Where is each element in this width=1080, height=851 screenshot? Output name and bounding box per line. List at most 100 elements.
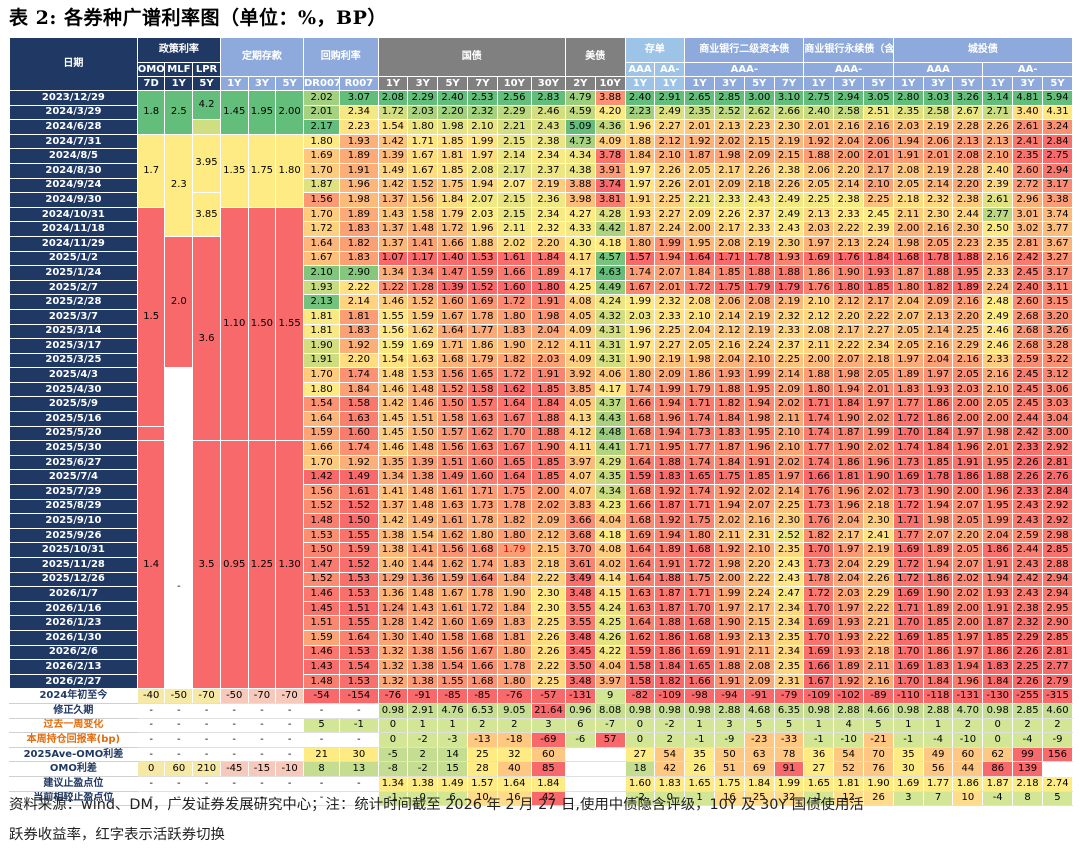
rate-value: 2.25 — [1012, 659, 1043, 675]
rate-value: 1.64 — [684, 250, 715, 267]
rate-value: 2.01 — [803, 119, 835, 135]
rate-value: 1.28 — [407, 279, 439, 296]
stat-value: 0 — [624, 732, 656, 748]
rate-value: 1.22 — [377, 279, 409, 296]
stat-value: 2 — [407, 746, 439, 763]
rate-value: 1.74 — [624, 381, 656, 398]
rate-value: 1.60 — [466, 469, 498, 486]
stat-value: 36 — [803, 746, 835, 763]
rate-value: 2.08 — [743, 659, 775, 675]
rate-value: 2.49 — [982, 308, 1014, 325]
date-cell: 2025/5/9 — [9, 396, 138, 413]
rate-value: 1.53 — [339, 586, 379, 602]
stat-value: 1.49 — [437, 775, 468, 792]
rate-value: 2.53 — [466, 90, 498, 106]
rate-value: 2.20 — [339, 352, 379, 369]
rate-value: 1.66 — [624, 396, 656, 413]
rate-value: 1.94 — [833, 381, 865, 398]
rate-value: 1.82 — [496, 513, 532, 529]
rate-value: 1.54 — [302, 396, 341, 413]
rate-value: 1.85 — [530, 381, 566, 398]
rate-value: 1.79 — [684, 381, 715, 398]
rate-value: 2.37 — [773, 338, 805, 354]
stat-value: 4.60 — [1041, 702, 1074, 719]
rate-value: 1.57 — [466, 396, 498, 413]
rate-value: 4.09 — [564, 352, 596, 369]
rate-value: 2.09 — [743, 673, 775, 690]
treasury-term-header: 1Y — [377, 76, 409, 91]
rate-value: 2.33 — [1012, 440, 1043, 456]
rate-value: 2.29 — [952, 338, 984, 354]
stat-deposit-value: - — [247, 702, 277, 719]
rate-value: 1.88 — [803, 367, 835, 383]
rate-value: 2.30 — [773, 513, 805, 529]
rate-value: 1.91 — [713, 644, 745, 661]
rate-value: 2.08 — [892, 162, 924, 179]
rate-value: 1.84 — [496, 571, 532, 588]
rate-value: 4.31 — [1041, 104, 1074, 121]
rate-value: 2.08 — [803, 323, 835, 340]
rate-value: 2.18 — [863, 352, 894, 369]
date-cell: 2024/9/30 — [9, 192, 138, 208]
deposit-value: 1.45 — [219, 90, 249, 135]
rate-value: 1.32 — [377, 659, 409, 675]
rate-value: 1.56 — [437, 644, 468, 661]
rate-value: 2.06 — [863, 133, 894, 150]
rate-value: 2.05 — [952, 542, 984, 558]
stat-value: 10 — [952, 790, 984, 807]
rate-value: 1.70 — [302, 162, 341, 179]
rate-value: 1.90 — [496, 586, 532, 602]
rate-value: 2.35 — [1012, 148, 1043, 164]
rate-value: 2.07 — [496, 177, 532, 194]
ust-term-header: 2Y — [564, 76, 596, 91]
rate-value: 2.96 — [1012, 192, 1043, 208]
stat-value: -91 — [407, 688, 439, 704]
rate-value: 1.74 — [684, 411, 715, 427]
rate-value: 3.74 — [1041, 206, 1074, 223]
rate-value: 1.56 — [302, 192, 341, 208]
rate-value: 1.48 — [407, 381, 439, 398]
stat-value: -109 — [654, 688, 686, 704]
rate-value: 4.08 — [564, 294, 596, 310]
rate-value: 2.00 — [952, 484, 984, 500]
rate-value: 2.02 — [863, 411, 894, 427]
stat-value: -131 — [952, 688, 984, 704]
rate-value: 1.70 — [496, 425, 532, 442]
rate-value: 2.85 — [713, 90, 745, 106]
stat-value: -10 — [952, 732, 984, 748]
rate-value: 3.22 — [1041, 352, 1074, 369]
stat-value: 16 — [496, 790, 532, 807]
rate-value: 1.61 — [496, 250, 532, 267]
stat-value: 1 — [437, 717, 468, 734]
deposit-term-header: 3Y — [247, 76, 277, 91]
rate-value: 1.71 — [407, 133, 439, 150]
rate-value: 2.05 — [892, 177, 924, 194]
rate-value: 2.05 — [684, 338, 715, 354]
rate-value: 1.84 — [684, 265, 715, 281]
stat-policy-value: - — [136, 702, 166, 719]
rate-value: 1.95 — [952, 265, 984, 281]
rate-value: 1.64 — [624, 542, 656, 558]
rate-value: 4.18 — [594, 235, 626, 252]
rate-value: 3.05 — [863, 90, 894, 106]
rate-value: 3.03 — [1041, 396, 1074, 413]
rate-value: 2.33 — [654, 308, 686, 325]
rate-value: 1.93 — [833, 629, 865, 646]
rate-value: 2.02 — [302, 90, 341, 106]
rate-value: 2.56 — [496, 90, 532, 106]
rate-value: 4.09 — [594, 133, 626, 150]
rate-value: 2.19 — [773, 294, 805, 310]
stat-value: 8 — [302, 761, 341, 777]
rate-value: 2.72 — [1012, 177, 1043, 194]
rate-value: 2.45 — [1012, 396, 1043, 413]
rate-value: 1.46 — [377, 294, 409, 310]
rate-value: 1.81 — [302, 308, 341, 325]
rate-value: 3.97 — [564, 454, 596, 471]
rate-value: 1.86 — [803, 265, 835, 281]
rate-value: 2.10 — [803, 294, 835, 310]
stat-value: 50 — [713, 746, 745, 763]
rate-value: 1.41 — [377, 484, 409, 500]
stat-value: 60 — [952, 746, 984, 763]
date-cell: 2025/1/2 — [9, 250, 138, 267]
rate-value: 1.60 — [437, 294, 468, 310]
